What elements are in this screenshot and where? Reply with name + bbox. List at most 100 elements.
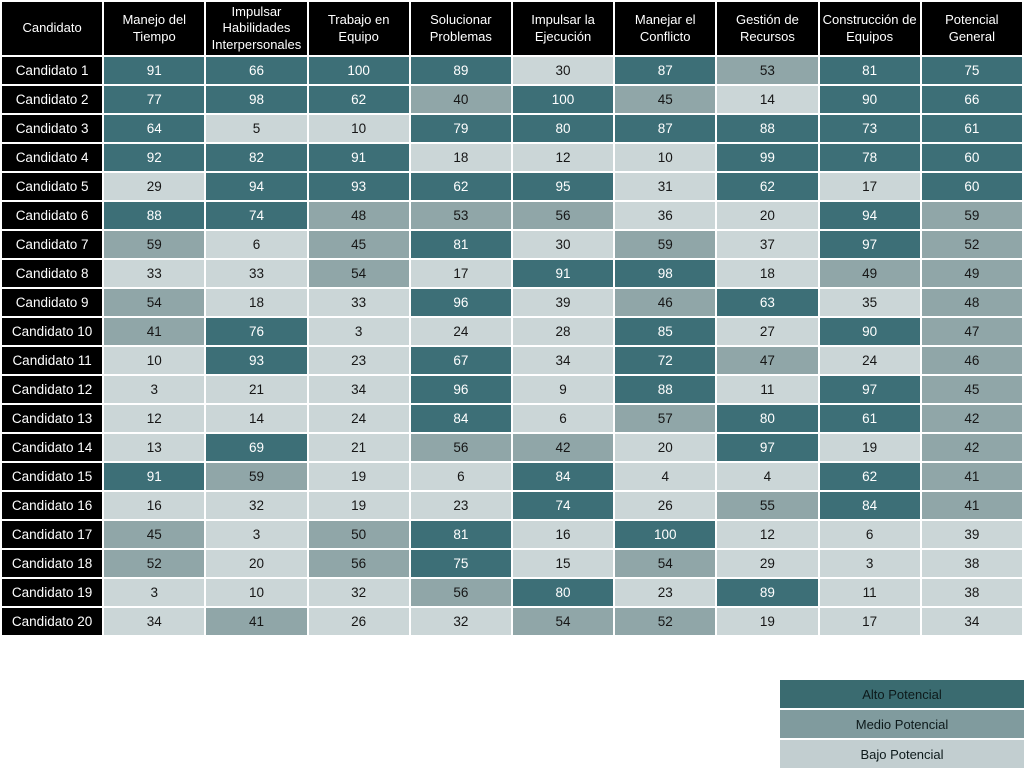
score-cell: 88 <box>717 115 818 142</box>
score-cell: 40 <box>410 86 511 113</box>
score-cell: 82 <box>206 144 307 171</box>
score-cell: 19 <box>717 608 818 635</box>
score-cell: 17 <box>819 173 920 200</box>
score-cell: 59 <box>104 231 205 258</box>
column-header: Solucionar Problemas <box>410 2 511 55</box>
table-row: Candidato 13 12 14 24 84 6 57 80 61 42 <box>2 405 1022 432</box>
score-cell: 84 <box>819 492 920 519</box>
score-cell: 45 <box>921 376 1022 403</box>
score-cell: 48 <box>308 202 409 229</box>
score-cell: 20 <box>615 434 716 461</box>
score-cell: 6 <box>206 231 307 258</box>
score-cell: 99 <box>717 144 818 171</box>
score-cell: 19 <box>308 463 409 490</box>
score-cell: 32 <box>308 579 409 606</box>
score-cell: 12 <box>104 405 205 432</box>
score-cell: 80 <box>717 405 818 432</box>
score-cell: 54 <box>512 608 614 635</box>
table-row: Candidato 10 41 76 3 24 28 85 27 90 47 <box>2 318 1022 345</box>
score-cell: 91 <box>104 57 205 84</box>
score-cell: 55 <box>717 492 818 519</box>
score-cell: 3 <box>819 550 920 577</box>
row-label: Candidato 3 <box>2 115 103 142</box>
score-cell: 100 <box>615 521 716 548</box>
row-label: Candidato 2 <box>2 86 103 113</box>
score-cell: 24 <box>819 347 920 374</box>
score-cell: 21 <box>206 376 307 403</box>
score-cell: 48 <box>921 289 1022 316</box>
table-row: Candidato 5 29 94 93 62 95 31 62 17 60 <box>2 173 1022 200</box>
score-cell: 56 <box>308 550 409 577</box>
score-cell: 32 <box>206 492 307 519</box>
score-cell: 9 <box>512 376 614 403</box>
score-cell: 89 <box>410 57 511 84</box>
score-cell: 23 <box>615 579 716 606</box>
column-header: Candidato <box>2 2 103 55</box>
score-cell: 57 <box>615 405 716 432</box>
score-cell: 59 <box>615 231 716 258</box>
score-cell: 19 <box>819 434 920 461</box>
score-cell: 12 <box>717 521 818 548</box>
score-cell: 94 <box>206 173 307 200</box>
score-cell: 100 <box>308 57 409 84</box>
score-cell: 10 <box>206 579 307 606</box>
score-cell: 84 <box>410 405 511 432</box>
score-cell: 81 <box>410 521 511 548</box>
score-cell: 19 <box>308 492 409 519</box>
row-label: Candidato 1 <box>2 57 103 84</box>
score-cell: 33 <box>206 260 307 287</box>
score-cell: 63 <box>717 289 818 316</box>
score-cell: 66 <box>921 86 1022 113</box>
table-header: Candidato Manejo del Tiempo Impulsar Habil… <box>2 2 1022 55</box>
score-cell: 52 <box>104 550 205 577</box>
score-cell: 42 <box>921 405 1022 432</box>
score-cell: 30 <box>512 231 614 258</box>
table-row: Candidato 4 92 82 91 18 12 10 99 78 60 <box>2 144 1022 171</box>
score-cell: 77 <box>104 86 205 113</box>
row-label: Candidato 17 <box>2 521 103 548</box>
table-row: Candidato 2 77 98 62 40 100 45 14 90 66 <box>2 86 1022 113</box>
score-cell: 39 <box>921 521 1022 548</box>
score-cell: 85 <box>615 318 716 345</box>
score-cell: 38 <box>921 550 1022 577</box>
score-cell: 29 <box>104 173 205 200</box>
score-cell: 13 <box>104 434 205 461</box>
score-cell: 66 <box>206 57 307 84</box>
table-row: Candidato 6 88 74 48 53 56 36 20 94 59 <box>2 202 1022 229</box>
column-header: Construcción de Equipos <box>819 2 920 55</box>
score-cell: 72 <box>615 347 716 374</box>
candidate-score-table: Candidato Manejo del Tiempo Impulsar Habil… <box>2 2 1022 635</box>
table-row: Candidato 20 34 41 26 32 54 52 19 17 34 <box>2 608 1022 635</box>
score-cell: 5 <box>206 115 307 142</box>
score-cell: 62 <box>410 173 511 200</box>
score-cell: 69 <box>206 434 307 461</box>
score-cell: 54 <box>104 289 205 316</box>
score-cell: 15 <box>512 550 614 577</box>
score-cell: 17 <box>819 608 920 635</box>
score-cell: 24 <box>410 318 511 345</box>
score-cell: 64 <box>104 115 205 142</box>
column-header: Potencial General <box>921 2 1022 55</box>
score-cell: 34 <box>512 347 614 374</box>
score-cell: 4 <box>717 463 818 490</box>
score-cell: 56 <box>410 434 511 461</box>
score-cell: 94 <box>819 202 920 229</box>
column-header: Impulsar Habilidades Interpersonales <box>206 2 307 55</box>
score-cell: 41 <box>206 608 307 635</box>
score-cell: 18 <box>410 144 511 171</box>
score-cell: 34 <box>921 608 1022 635</box>
score-cell: 90 <box>819 318 920 345</box>
score-cell: 42 <box>512 434 614 461</box>
score-cell: 36 <box>615 202 716 229</box>
score-cell: 79 <box>410 115 511 142</box>
score-cell: 56 <box>410 579 511 606</box>
score-cell: 60 <box>921 144 1022 171</box>
score-cell: 26 <box>308 608 409 635</box>
score-cell: 34 <box>104 608 205 635</box>
table-row: Candidato 17 45 3 50 81 16 100 12 6 39 <box>2 521 1022 548</box>
score-cell: 81 <box>819 57 920 84</box>
score-cell: 75 <box>921 57 1022 84</box>
score-cell: 21 <box>308 434 409 461</box>
table-row: Candidato 1 91 66 100 89 30 87 53 81 75 <box>2 57 1022 84</box>
